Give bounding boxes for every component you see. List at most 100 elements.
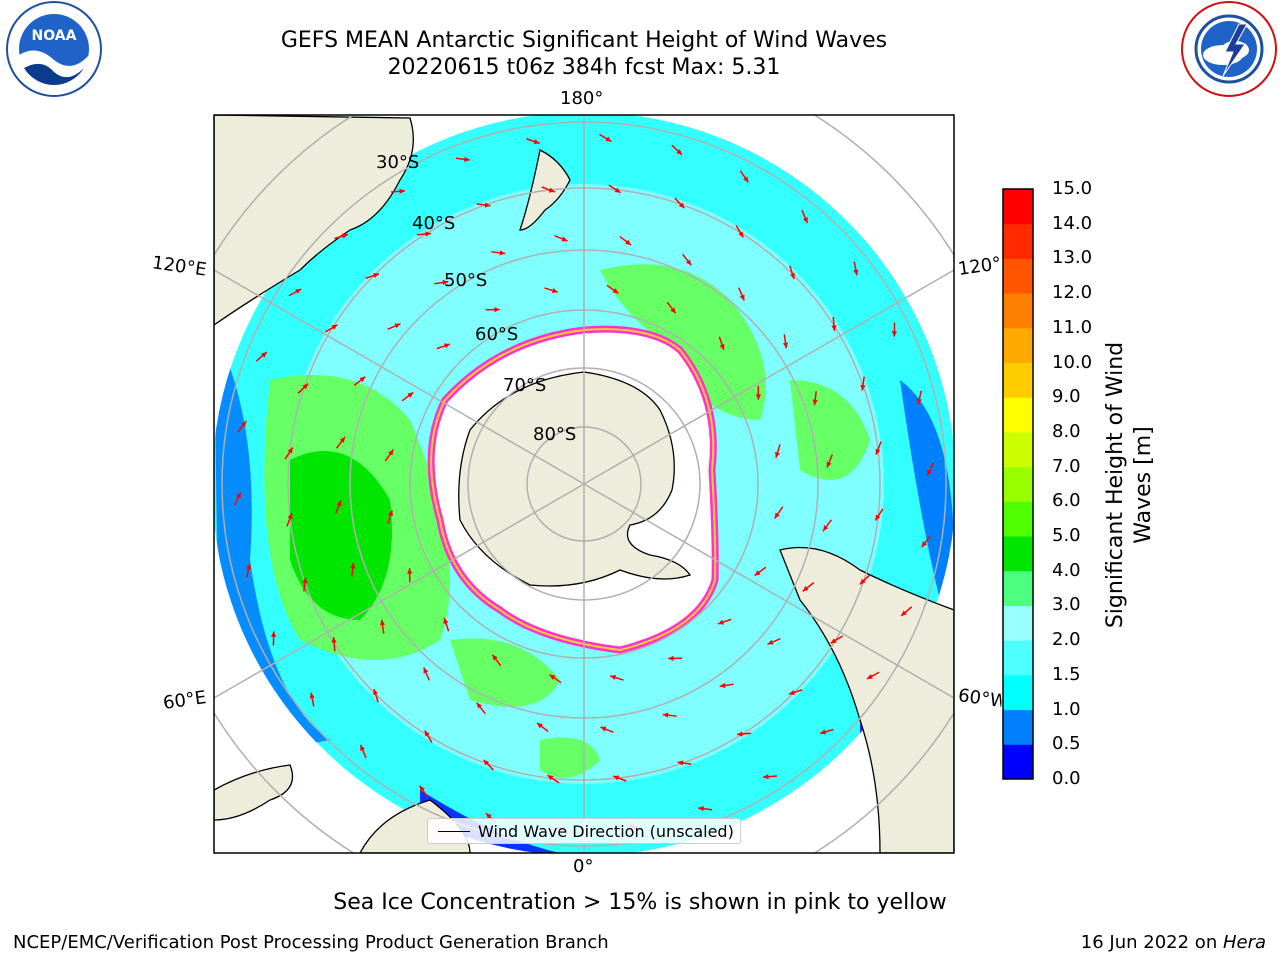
wave-arrowhead: [331, 637, 337, 643]
colorbar-segment: [1003, 327, 1033, 364]
wave-arrowhead: [717, 619, 724, 625]
colorbar-tick-label: 6.0: [1052, 490, 1081, 512]
legend-line-icon: [438, 831, 470, 832]
wave-arrowhead: [755, 394, 761, 400]
wave-arrowhead: [605, 136, 612, 142]
wave-arrowhead: [668, 655, 674, 661]
colorbar-tick-label: 12.0: [1052, 282, 1093, 304]
wave-arrowhead: [295, 289, 302, 294]
wave-arrowhead: [547, 775, 554, 781]
wave-arrowhead: [830, 638, 837, 644]
wave-arrowhead: [812, 399, 818, 406]
wave-arrowhead: [763, 774, 769, 780]
colorbar-segment: [1003, 744, 1033, 780]
wave-arrowhead: [425, 231, 431, 237]
wave-arrowhead: [719, 682, 726, 689]
wave-arrowhead: [373, 688, 379, 695]
wave-arrowhead: [388, 449, 394, 456]
map-frame: [213, 114, 955, 854]
wave-arrowhead: [549, 674, 556, 680]
lat-label-70s: 70°S: [503, 375, 547, 396]
colorbar-segment: [1003, 570, 1033, 606]
footer-host: Hera: [1222, 932, 1266, 953]
wave-arrowhead: [600, 726, 607, 732]
wave-arrowhead: [866, 674, 873, 679]
legend-label: Wind Wave Direction (unscaled): [478, 822, 734, 841]
footer-date: 16 Jun 2022 on Hera: [1080, 932, 1266, 953]
wave-arrowhead: [336, 500, 342, 507]
wave-arrowhead: [738, 231, 744, 238]
wave-arrowhead: [309, 692, 315, 699]
wave-arrowhead: [685, 259, 692, 266]
wave-arrowhead: [775, 451, 780, 458]
colorbar-label: Significant Height of Wind Waves [m]: [1103, 341, 1156, 629]
colorbar-segment: [1003, 293, 1033, 329]
wave-arrowhead: [875, 448, 881, 455]
wave-arrowhead: [927, 469, 933, 476]
wave-arrowhead: [302, 383, 309, 390]
wave-arrowhead: [235, 492, 241, 499]
wave-arrowhead: [823, 525, 829, 532]
map-legend: Wind Wave Direction (unscaled): [427, 818, 741, 844]
wave-arrowhead: [610, 675, 617, 680]
wave-arrowhead: [424, 730, 430, 737]
wave-arrowhead: [719, 344, 725, 351]
colorbar-tick-label: 4.0: [1052, 559, 1081, 581]
wave-arrowhead: [399, 188, 405, 194]
wave-arrowhead: [494, 307, 500, 313]
wave-arrowhead: [407, 392, 414, 398]
wave-arrowhead: [853, 269, 859, 276]
colorbar: [1002, 188, 1034, 780]
lat-label-80s: 80°S: [533, 424, 577, 445]
chart-title: GEFS MEAN Antarctic Significant Height o…: [280, 28, 888, 53]
colorbar-segment: [1003, 501, 1033, 537]
wave-arrowhead: [737, 731, 743, 737]
colorbar-tick-label: 15.0: [1052, 178, 1093, 199]
africa-landmass: [214, 764, 294, 821]
wave-arrowhead: [407, 568, 413, 574]
wave-arrowhead: [782, 342, 789, 349]
wave-arrowhead: [360, 744, 366, 751]
wave-arrowhead: [302, 577, 308, 584]
wave-arrowhead: [551, 288, 558, 293]
wave-arrowhead: [419, 785, 425, 792]
wave-arrowhead: [677, 760, 684, 766]
wave-arrowhead: [831, 325, 837, 331]
wave-arrowhead: [859, 578, 866, 585]
wave-arrowhead: [788, 689, 795, 695]
wave-arrowhead: [492, 654, 498, 661]
nws-logo-icon: [1181, 1, 1277, 97]
wave-arrowhead: [476, 702, 483, 709]
wave-arrowhead: [754, 570, 761, 576]
wave-arrowhead: [444, 343, 451, 349]
noaa-logo-icon: NOAA: [6, 1, 102, 97]
wave-arrowhead: [698, 806, 704, 812]
colorbar-tick-label: 0.0: [1052, 768, 1081, 789]
wave-arrowhead: [613, 775, 620, 781]
wave-arrowhead: [789, 273, 795, 280]
colorbar-segment: [1003, 709, 1033, 745]
lon-label-0: 0°: [573, 856, 594, 877]
wave-arrowhead: [394, 323, 401, 329]
chart-subtitle: 20220615 t06z 384h fcst Max: 5.31: [387, 55, 781, 80]
colorbar-tick-label: 7.0: [1052, 455, 1081, 477]
wave-arrowhead: [743, 176, 749, 183]
wave-arrowhead: [240, 420, 247, 427]
sea-ice-note: Sea Ice Concentration > 15% is shown in …: [333, 890, 947, 915]
wave-arrowhead: [548, 187, 555, 193]
wave-arrowhead: [739, 294, 745, 301]
wave-arrowhead: [331, 324, 338, 330]
wave-arrowhead: [464, 156, 470, 162]
wave-arrowhead: [359, 376, 366, 383]
wave-arrowhead: [820, 729, 827, 735]
wave-arrowhead: [499, 250, 506, 256]
wave-arrowhead: [350, 562, 356, 569]
graticule-grid: [214, 115, 954, 853]
wave-arrowhead: [379, 619, 386, 626]
wave-arrowhead: [442, 279, 449, 286]
wave-arrowhead: [339, 436, 345, 443]
wave-arrowhead: [341, 233, 348, 239]
colorbar-tick-label: 14.0: [1052, 212, 1093, 234]
wave-arrowhead: [676, 149, 683, 155]
